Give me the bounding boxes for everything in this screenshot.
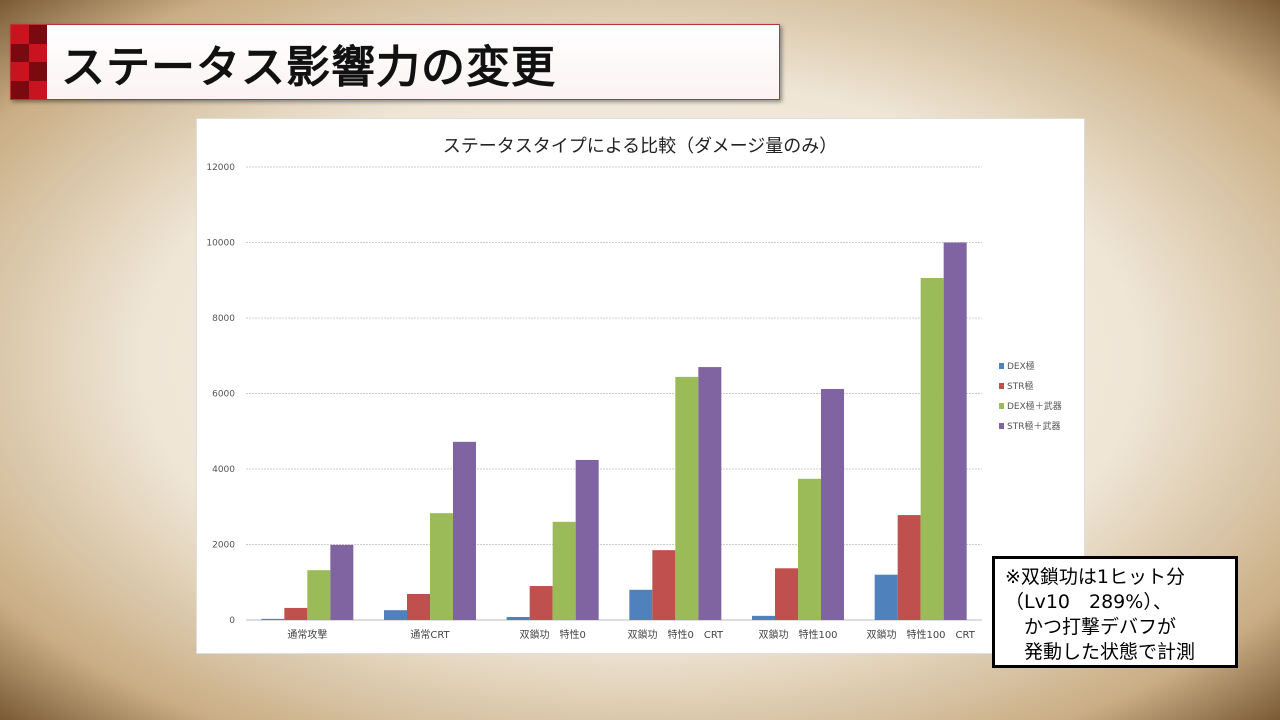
y-tick-label: 0 [229, 616, 235, 626]
y-tick-label: 6000 [212, 390, 235, 400]
bar-2 [284, 607, 308, 620]
bar-1 [752, 615, 775, 620]
x-tick-label: 双鎖功 特性0 CRT [627, 628, 724, 641]
bar-3 [675, 376, 699, 620]
x-tick-label: 通常CRT [410, 628, 450, 641]
bar-1 [506, 616, 530, 620]
chart-area: ステータスタイプによる比較（ダメージ量のみ） 0 2000 4000 6000 8000 1… [196, 118, 1085, 654]
bar-1 [874, 574, 898, 620]
bar-2 [529, 586, 553, 620]
bar-3 [430, 513, 453, 620]
bar-4 [453, 441, 476, 620]
x-tick-label: 双鎖功 特性100 CRT [866, 628, 975, 641]
bar-4 [698, 367, 722, 620]
y-tick-label: 4000 [212, 465, 235, 475]
bar-2 [897, 515, 921, 620]
bar-4 [575, 459, 599, 620]
checker-decoration [11, 25, 47, 99]
bar-1 [261, 618, 285, 620]
bar-1 [629, 589, 653, 620]
y-tick-label: 8000 [212, 314, 235, 324]
legend-swatch [999, 383, 1004, 389]
bar-3 [552, 521, 576, 620]
bar-3 [920, 277, 944, 620]
note-line: かつ打撃デバフが [1005, 616, 1177, 638]
legend-label: STR極＋武器 [1007, 420, 1060, 432]
bar-1 [384, 610, 407, 620]
bar-3 [307, 570, 331, 620]
legend-swatch [999, 423, 1004, 429]
y-tick-label: 12000 [206, 163, 235, 173]
y-tick-label: 2000 [212, 541, 235, 551]
note-line: （Lv10 289%）、 [1005, 591, 1172, 613]
bar-2 [652, 550, 676, 620]
slide-title: ステータス影響力の変更 [61, 42, 556, 93]
legend-label: DEX極＋武器 [1007, 400, 1062, 412]
bar-4 [330, 544, 354, 620]
note-line: 発動した状態で計測 [1005, 641, 1196, 663]
note-line: ※双鎖功は1ヒット分 [1005, 566, 1186, 588]
y-tick-label: 10000 [206, 239, 235, 249]
x-tick-label: 双鎖功 特性100 [758, 628, 837, 641]
bar-3 [798, 478, 821, 620]
bar-2 [775, 568, 798, 620]
legend-swatch [999, 363, 1004, 369]
legend-label: STR極 [1007, 380, 1033, 392]
x-tick-label: 双鎖功 特性0 [519, 628, 585, 641]
bar-4 [821, 388, 844, 620]
bar-2 [407, 593, 430, 620]
bar-4 [943, 242, 967, 620]
bar-chart: ステータスタイプによる比較（ダメージ量のみ） 0 2000 4000 6000 8000 1… [206, 136, 1062, 641]
x-tick-label: 通常攻撃 [287, 628, 327, 641]
legend-swatch [999, 403, 1004, 409]
legend-label: DEX極 [1007, 360, 1035, 372]
chart-title: ステータスタイプによる比較（ダメージ量のみ） [443, 136, 838, 157]
title-banner: ステータス影響力の変更 [10, 24, 780, 100]
measurement-note: ※双鎖功は1ヒット分 （Lv10 289%）、 かつ打撃デバフが 発動した状態で… [992, 556, 1238, 668]
